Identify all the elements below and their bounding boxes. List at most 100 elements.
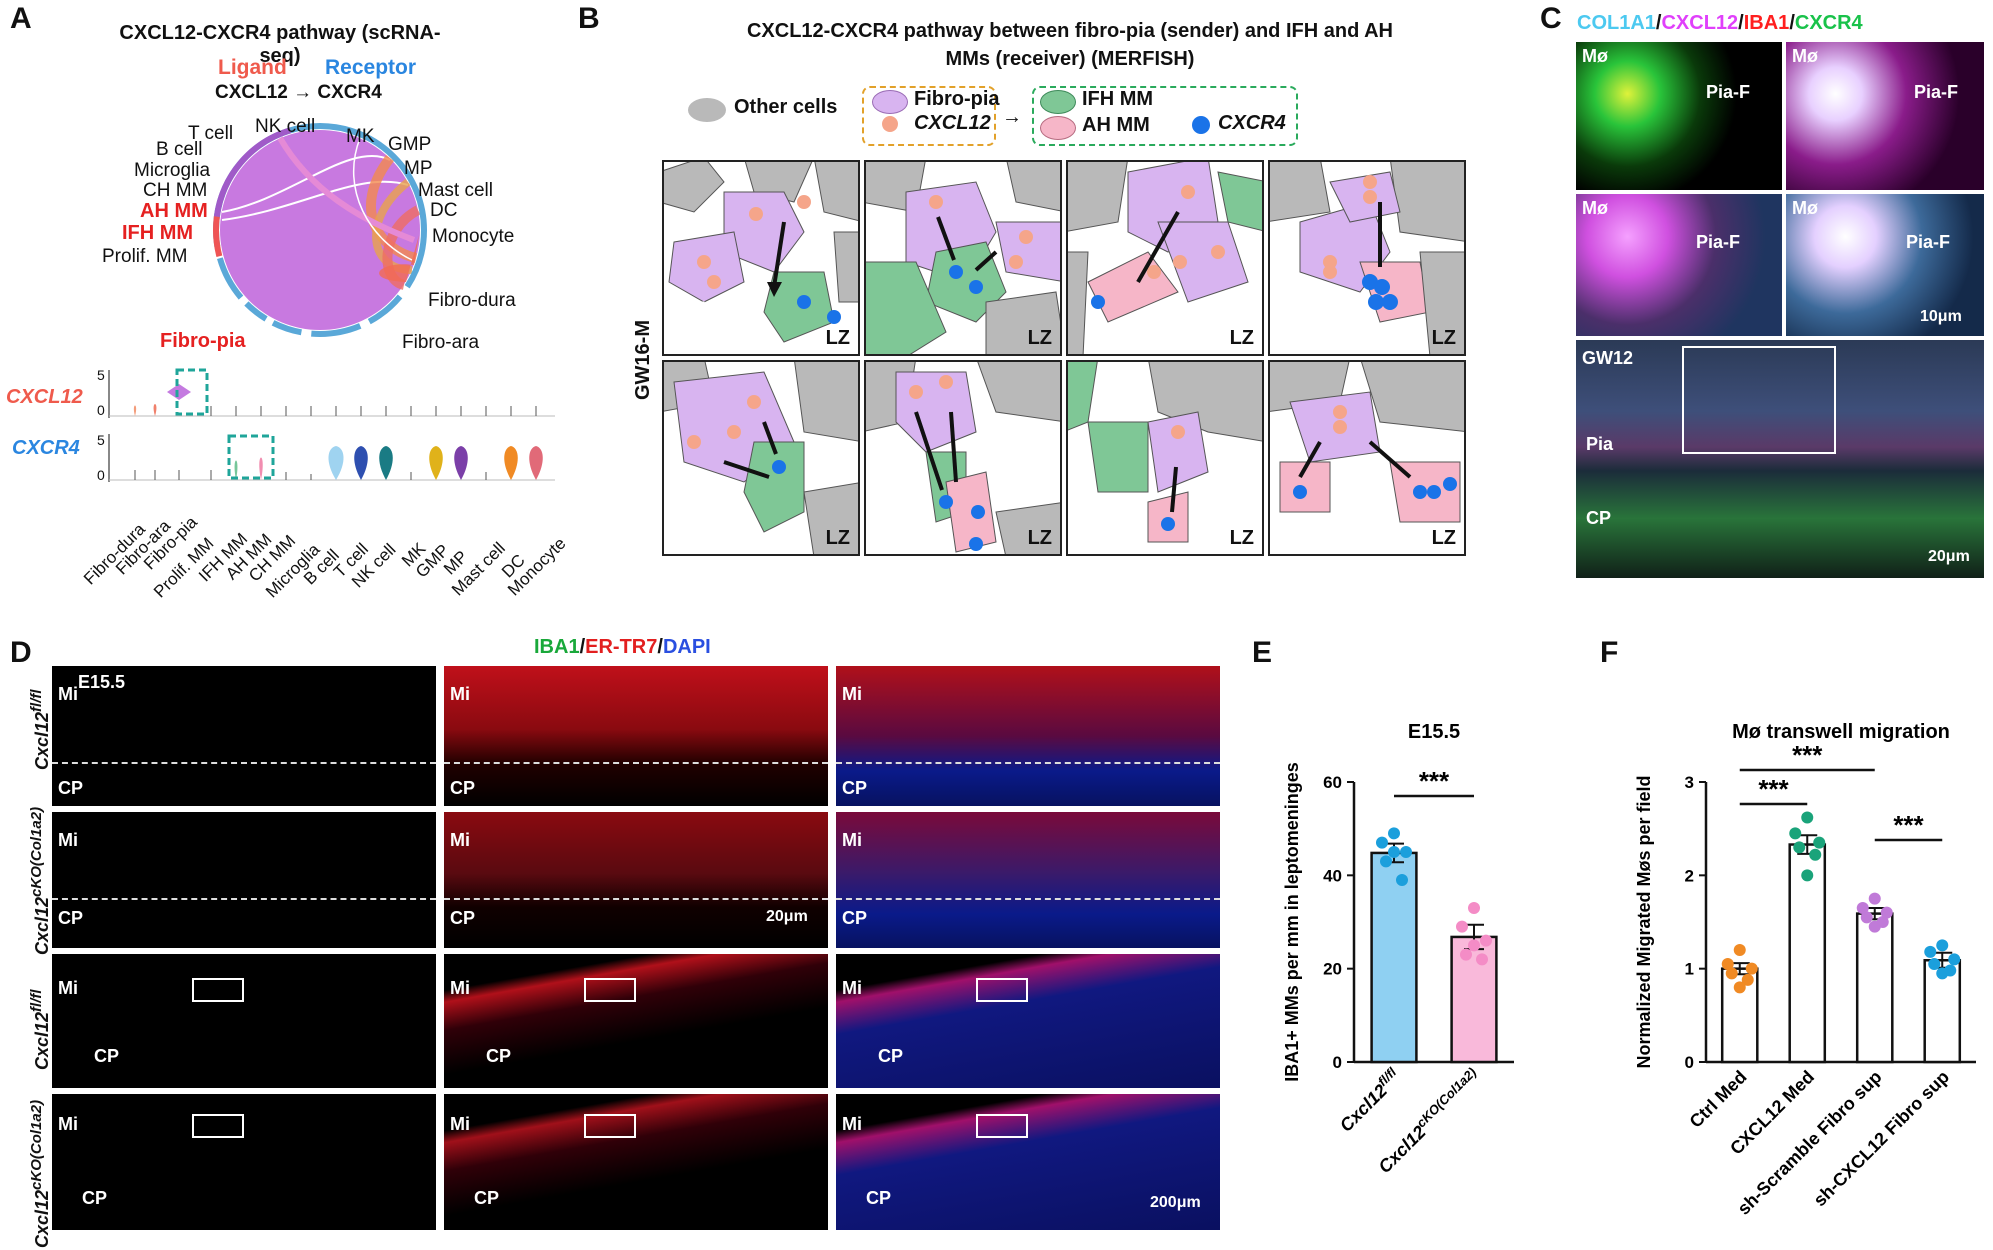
data-point xyxy=(1476,953,1488,966)
panel-d-label: D xyxy=(10,636,32,669)
chord-label-dc: DC xyxy=(430,200,458,221)
data-point xyxy=(1480,934,1492,947)
label-mi: Mi xyxy=(450,830,470,850)
chart-title: Mø transwell migration xyxy=(1732,721,1950,743)
legend-fibropia-label: Fibro-pia xyxy=(914,88,1000,110)
row-label-d1: Cxcl12fl/fl xyxy=(28,689,52,770)
tile-lz-label: LZ xyxy=(1431,527,1456,549)
merfish-tile: LZ xyxy=(1268,360,1466,556)
data-point xyxy=(1725,967,1738,980)
label-cp: CP xyxy=(58,778,84,798)
tile-lz-label: LZ xyxy=(825,327,850,349)
violin-tick: 0 xyxy=(97,467,105,483)
data-point xyxy=(1936,967,1949,980)
label-e155: E15.5 xyxy=(78,672,126,692)
label-cp: CP xyxy=(486,1046,512,1066)
micrograph-d2-1: Mi CP xyxy=(52,812,436,948)
chord-label-bcell: B cell xyxy=(156,139,203,160)
header-iba1-d: IBA1 xyxy=(534,636,580,658)
label-cp: CP xyxy=(450,778,476,798)
label-cp: CP xyxy=(842,908,868,928)
label-cp: CP xyxy=(474,1188,500,1208)
zoom-box xyxy=(976,978,1028,1002)
legend-cxcr4-dot xyxy=(1192,116,1210,134)
header-sep: / xyxy=(1655,12,1662,34)
data-point xyxy=(1721,958,1734,970)
data-point xyxy=(1468,902,1480,914)
legend-ah-label: AH MM xyxy=(1082,114,1150,136)
zoom-box xyxy=(584,978,636,1002)
panel-b-label: B xyxy=(578,2,600,35)
data-point xyxy=(1924,945,1937,958)
row-label-d3: Cxcl12fl/fl xyxy=(28,989,52,1070)
legend-ifh-label: IFH MM xyxy=(1082,88,1154,110)
label-mi: Mi xyxy=(58,978,78,998)
chord-core xyxy=(220,130,420,330)
tile-lz-label: LZ xyxy=(1229,327,1254,349)
significance-label: *** xyxy=(1893,810,1924,840)
zoom-box xyxy=(192,978,244,1002)
panel-d-header: IBA1/ER-TR7/DAPI xyxy=(534,636,711,659)
y-axis-label: IBA1+ MMs per mm in leptomeninges xyxy=(1282,762,1302,1082)
y-tick-label: 2 xyxy=(1685,866,1694,885)
receptor-label: Receptor xyxy=(325,56,417,79)
data-point xyxy=(1948,953,1961,966)
chord-label-microglia: Microglia xyxy=(134,160,211,181)
header-ertr7: ER-TR7 xyxy=(585,636,658,658)
label-cp: CP xyxy=(82,1188,108,1208)
label-cp: CP xyxy=(866,1188,892,1208)
zoom-box xyxy=(1682,346,1836,454)
legend-cxcl12-label: CXCL12 xyxy=(914,112,991,134)
data-point xyxy=(1741,973,1754,986)
ligand-label: Ligand xyxy=(218,56,287,79)
merfish-tile: LZ xyxy=(864,160,1062,356)
data-point xyxy=(1928,958,1941,970)
merfish-tile: LZ xyxy=(662,360,860,556)
data-point xyxy=(1460,948,1472,961)
data-point xyxy=(1856,902,1869,914)
highlight-box-mm xyxy=(227,434,275,480)
data-point xyxy=(1868,920,1881,933)
label-gw12: GW12 xyxy=(1582,348,1634,368)
micrograph-d4-1: Mi CP xyxy=(52,1094,436,1230)
row-label-gw16: GW16-M xyxy=(632,320,654,400)
pia-boundary xyxy=(444,898,828,900)
significance-label: *** xyxy=(1419,766,1450,796)
legend-fibropia-swatch xyxy=(872,90,908,114)
ligand-receptor-pair: CXCL12 → CXCR4 xyxy=(215,82,382,103)
zoom-box xyxy=(192,1114,244,1138)
data-point xyxy=(1813,836,1826,849)
label-mi: Mi xyxy=(842,830,862,850)
data-point xyxy=(1789,827,1802,840)
significance-label: *** xyxy=(1792,740,1823,770)
chord-label-mastcell: Mast cell xyxy=(418,180,493,201)
chord-label-mk: MK xyxy=(346,126,375,147)
chart-title: E15.5 xyxy=(1408,721,1460,743)
legend-cxcr4-label: CXCR4 xyxy=(1218,112,1286,134)
y-tick-label: 20 xyxy=(1323,960,1342,979)
label-mo: Mø xyxy=(1792,198,1818,218)
chord-label-fibrodura: Fibro-dura xyxy=(428,290,516,311)
bar xyxy=(1370,851,1418,1064)
label-mi: Mi xyxy=(58,830,78,850)
data-point xyxy=(1793,841,1806,854)
pia-boundary xyxy=(52,898,436,900)
tile-lz-label: LZ xyxy=(1027,327,1052,349)
label-piaf: Pia-F xyxy=(1906,232,1951,252)
tile-lz-label: LZ xyxy=(1027,527,1052,549)
micrograph-c5: GW12 Pia CP 20μm xyxy=(1576,340,1984,578)
micrograph-d3-2: Mi CP xyxy=(444,954,828,1088)
label-cp: CP xyxy=(58,908,84,928)
highlight-box-fibropia xyxy=(175,368,209,416)
zoom-box xyxy=(976,1114,1028,1138)
chord-label-tcell: T cell xyxy=(188,123,234,144)
x-tick-label: Cxcl12fl/fl xyxy=(1333,1064,1405,1136)
micrograph-d1-1: Mi E15.5 CP xyxy=(52,666,436,806)
label-mi: Mi xyxy=(450,684,470,704)
y-tick-label: 0 xyxy=(1333,1053,1342,1072)
chord-label-ifhmm: IFH MM xyxy=(122,222,194,244)
chord-label-fibroara: Fibro-ara xyxy=(402,332,480,353)
data-point xyxy=(1468,939,1480,952)
chord-label-prolifmm: Prolif. MM xyxy=(102,246,188,267)
significance-label: *** xyxy=(1758,774,1789,804)
